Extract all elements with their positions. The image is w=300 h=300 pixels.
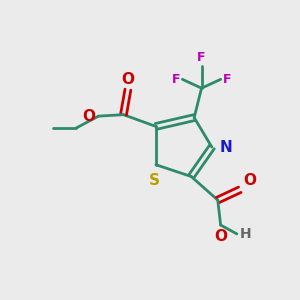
Text: O: O (243, 173, 256, 188)
Text: F: F (172, 73, 180, 86)
Text: O: O (214, 229, 227, 244)
Text: O: O (122, 72, 134, 87)
Text: O: O (82, 109, 95, 124)
Text: F: F (197, 51, 206, 64)
Text: N: N (219, 140, 232, 154)
Text: H: H (240, 227, 251, 241)
Text: F: F (223, 73, 232, 86)
Text: S: S (149, 173, 160, 188)
